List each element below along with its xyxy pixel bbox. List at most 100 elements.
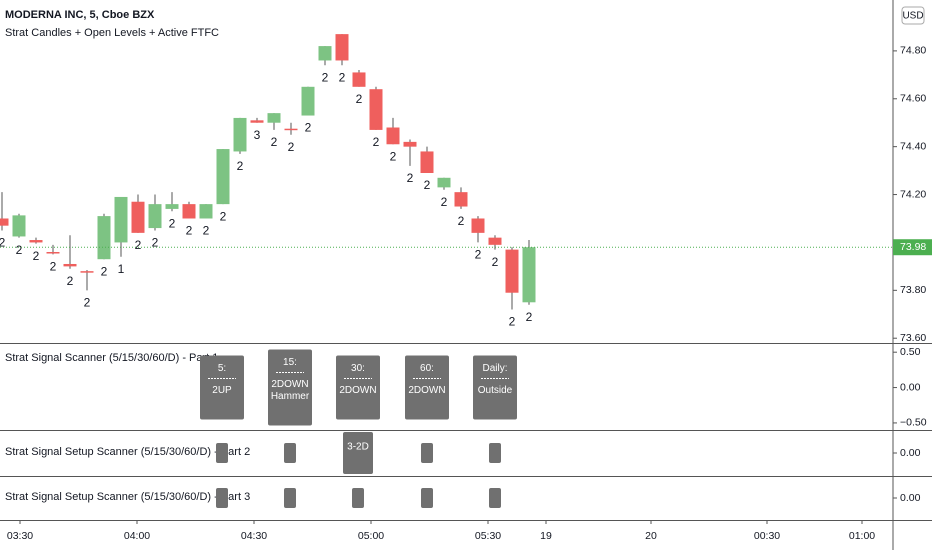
- candle-body: [471, 218, 485, 233]
- signal-marker: [284, 488, 296, 508]
- candle-label: 2: [492, 255, 499, 269]
- candle-label: 2: [33, 249, 40, 263]
- candle-body: [284, 128, 298, 131]
- candle-label: 2: [288, 140, 295, 154]
- signal-text: 5:: [218, 363, 226, 374]
- candle-label: 2: [356, 92, 363, 106]
- signal-text: Hammer: [271, 391, 310, 402]
- candle-body: [386, 127, 400, 145]
- y-tick-label: 73.80: [900, 284, 926, 296]
- candle-label: 2: [220, 209, 227, 223]
- last-price-badge: [893, 239, 932, 256]
- candle-label: 2: [475, 248, 482, 262]
- candle-label: 2: [84, 295, 91, 309]
- candle-label: 2: [67, 274, 74, 288]
- candle-label: 2: [135, 238, 142, 252]
- y-tick-label: 0.00: [900, 492, 921, 504]
- candle-body: [165, 204, 179, 209]
- y-tick-label: 0.50: [900, 346, 921, 358]
- y-tick-label: 0.00: [900, 381, 921, 393]
- candle-body: [369, 89, 383, 130]
- signal-text: 15:: [283, 357, 297, 368]
- signal-box: [405, 355, 449, 420]
- x-tick-label: 19: [540, 530, 552, 542]
- candle-body: [454, 192, 468, 207]
- candle-label: 2: [373, 135, 380, 149]
- candle-body: [335, 34, 349, 61]
- signal-marker: [343, 432, 373, 474]
- candle-body: [97, 216, 111, 260]
- candle-body: [46, 252, 60, 254]
- symbol-title: MODERNA INC, 5, Cboe BZX: [5, 9, 155, 21]
- candle-label: 2: [101, 264, 108, 278]
- pane-title: Strat Signal Setup Scanner (5/15/30/60/D…: [5, 446, 250, 458]
- signal-marker: [352, 488, 364, 508]
- candle-body: [233, 117, 247, 152]
- candle-label: 2: [407, 171, 414, 185]
- x-tick-label: 01:00: [849, 530, 875, 542]
- candle-body: [403, 141, 417, 147]
- y-tick-label: 74.60: [900, 93, 926, 105]
- y-tick-label: 74.80: [900, 45, 926, 57]
- y-tick-label: 73.60: [900, 332, 926, 344]
- y-tick-label: 0.00: [900, 447, 921, 459]
- signal-box: [473, 355, 517, 420]
- x-tick-label: 04:00: [124, 530, 150, 542]
- currency-badge[interactable]: [901, 6, 925, 25]
- x-tick-label: 05:00: [358, 530, 384, 542]
- signal-marker: [489, 488, 501, 508]
- candle-label: 3: [254, 128, 261, 142]
- candle-body: [0, 218, 9, 226]
- candle-label: 2: [322, 70, 329, 84]
- candle-label: 2: [390, 149, 397, 163]
- pane-title: Strat Signal Setup Scanner (5/15/30/60/D…: [5, 491, 250, 503]
- x-tick-label: 00:30: [754, 530, 780, 542]
- candle-label: 2: [339, 70, 346, 84]
- candle-label: 2: [441, 195, 448, 209]
- candle-label: 2: [424, 178, 431, 192]
- candle-body: [352, 72, 366, 87]
- candle-body: [318, 46, 332, 61]
- candle-label: 2: [237, 159, 244, 173]
- currency-label: USD: [902, 11, 923, 22]
- candle-body: [182, 204, 196, 219]
- candle-body: [29, 240, 43, 243]
- candle-body: [216, 149, 230, 205]
- candle-label: 2: [203, 224, 210, 238]
- candle-body: [148, 204, 162, 229]
- candle-label: 2: [458, 214, 465, 228]
- signal-text: 30:: [351, 363, 365, 374]
- candle-body: [420, 151, 434, 173]
- candle-body: [488, 237, 502, 245]
- x-tick-label: 20: [645, 530, 657, 542]
- candle-label: 2: [526, 310, 533, 324]
- indicator-title: Strat Candles + Open Levels + Active FTF…: [5, 27, 219, 39]
- y-tick-label: 74.20: [900, 188, 926, 200]
- candle-label: 2: [50, 260, 57, 274]
- candle-body: [522, 247, 536, 303]
- signal-marker: [216, 443, 228, 463]
- signal-marker: [421, 443, 433, 463]
- candle-body: [437, 177, 451, 188]
- signal-box: [336, 355, 380, 420]
- candle-label: 2: [271, 135, 278, 149]
- signal-text: Outside: [478, 385, 513, 396]
- signal-box: [200, 355, 244, 420]
- candle-body: [131, 201, 145, 233]
- signal-marker: [489, 443, 501, 463]
- x-tick-label: 04:30: [241, 530, 267, 542]
- candle-label: 2: [305, 121, 312, 135]
- candle-body: [250, 120, 264, 123]
- signal-text: 2DOWN: [271, 379, 308, 390]
- candle-body: [80, 271, 94, 273]
- signal-marker: [421, 488, 433, 508]
- signal-text: 3-2D: [347, 442, 369, 453]
- candle-label: 1: [118, 262, 125, 276]
- candle-label: 2: [509, 315, 516, 329]
- x-tick-label: 05:30: [475, 530, 501, 542]
- candle-label: 2: [152, 236, 159, 250]
- signal-text: 2DOWN: [339, 385, 376, 396]
- candle-body: [114, 196, 128, 243]
